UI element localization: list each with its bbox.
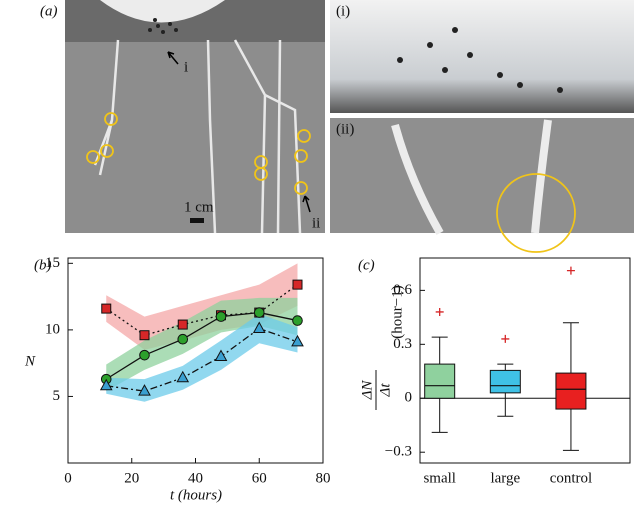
- box: [555, 372, 587, 410]
- box: [489, 369, 521, 394]
- error-band: [106, 313, 298, 402]
- box: [424, 363, 456, 399]
- outlier: [501, 334, 510, 343]
- x-axis-label: t (hours): [170, 487, 222, 503]
- marker: [138, 384, 151, 396]
- outlier: [435, 307, 444, 316]
- marker: [214, 349, 228, 362]
- marker: [292, 315, 303, 326]
- y-tick-label: −0.3: [385, 444, 412, 460]
- x-tick-label: 40: [188, 470, 203, 486]
- panel-label: (b): [34, 257, 52, 273]
- photo-inset: [330, 118, 634, 253]
- inset-label: (ii): [336, 121, 354, 137]
- marker: [139, 330, 150, 341]
- y-axis-label: N: [24, 353, 36, 369]
- series-line: [106, 327, 298, 392]
- marker: [291, 334, 304, 347]
- marker: [252, 321, 266, 334]
- y-tick-label: 15: [45, 255, 60, 271]
- marker: [177, 319, 188, 330]
- x-tick-label: small: [423, 470, 456, 486]
- error-band: [106, 263, 298, 350]
- x-tick-label: large: [490, 470, 520, 486]
- x-tick-label: 60: [252, 470, 267, 486]
- y-tick-label: 0: [405, 390, 413, 406]
- y-axis-label: (hour−1): [389, 285, 405, 338]
- y-tick-label: 0.3: [393, 336, 412, 352]
- marker: [253, 307, 265, 318]
- y-axis-label: ΔN: [359, 380, 375, 401]
- series-line: [105, 311, 298, 380]
- photo-inset: [330, 0, 634, 113]
- x-tick-label: control: [550, 470, 593, 486]
- panel-label: (a): [40, 3, 58, 19]
- marker: [215, 311, 227, 322]
- y-tick-label: 10: [45, 321, 60, 337]
- y-tick-label: 0.6: [393, 282, 412, 298]
- y-tick-label: 5: [53, 388, 61, 404]
- x-tick-label: 0: [64, 470, 72, 486]
- marker: [292, 279, 303, 290]
- x-tick-label: 80: [316, 470, 331, 486]
- x-tick-label: 20: [124, 470, 139, 486]
- plot-frame: [419, 257, 631, 464]
- annotation: i: [184, 59, 188, 75]
- marker: [176, 370, 190, 383]
- marker: [177, 333, 189, 345]
- photo-main: [65, 0, 325, 234]
- panel-label: (c): [358, 257, 375, 273]
- scale-bar-label: 1 cm: [184, 199, 214, 215]
- marker: [139, 349, 150, 361]
- marker: [101, 303, 112, 314]
- marker: [99, 378, 113, 391]
- inset-label: (i): [336, 3, 350, 19]
- outlier: [566, 266, 575, 275]
- series-line: [105, 284, 298, 336]
- annotation: ii: [312, 215, 320, 231]
- y-axis-label: Δt: [377, 383, 393, 398]
